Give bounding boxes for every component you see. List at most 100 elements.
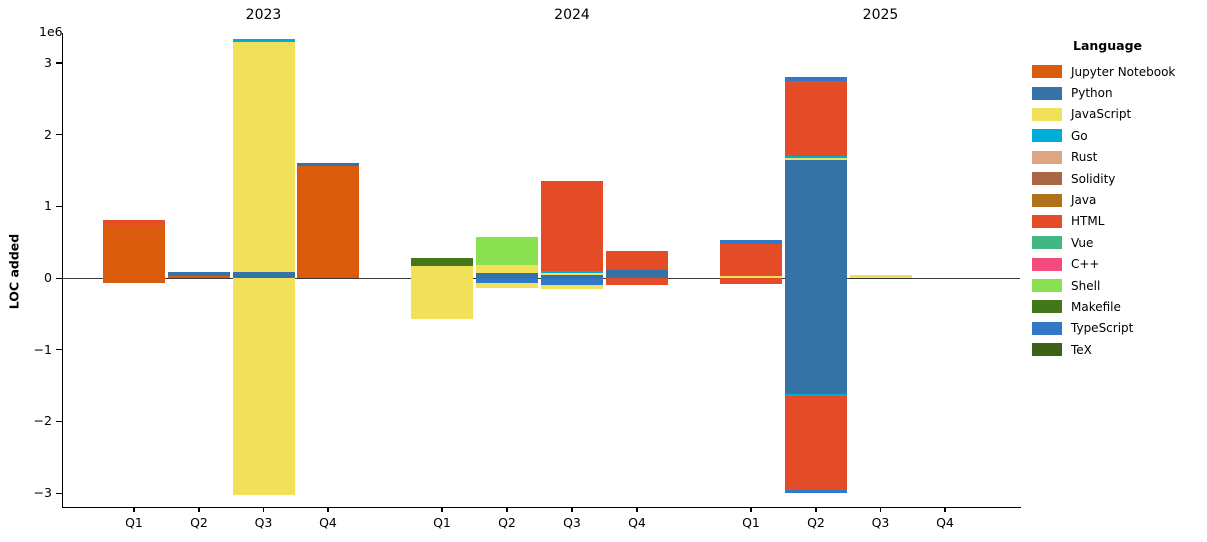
bar-segment-html [720, 244, 782, 276]
legend-item-label: Go [1071, 128, 1088, 143]
bar-segment-typescript [785, 76, 847, 81]
legend-item: Shell [1032, 275, 1207, 296]
bar-segment-python [297, 162, 359, 167]
bar-segment-html [541, 181, 603, 272]
legend-item-label: Rust [1071, 150, 1098, 165]
bar-segment-typescript [720, 239, 782, 245]
bar-segment-jupyter-notebook [103, 224, 165, 278]
legend-item: Go [1032, 125, 1207, 146]
legend-swatch-icon [1032, 214, 1062, 228]
legend-swatch-icon [1032, 300, 1062, 314]
legend-title: Language [1073, 38, 1143, 53]
legend-item: C++ [1032, 254, 1207, 275]
bar-segment-javascript [476, 265, 538, 273]
legend-item: Jupyter Notebook [1032, 61, 1207, 82]
legend-swatch-icon [1032, 107, 1062, 121]
bar-segment-html [103, 219, 165, 225]
legend-item-label: TeX [1071, 342, 1092, 357]
bar-segment-html [785, 80, 847, 157]
y-tick-label: 1 [44, 198, 52, 214]
legend-swatch-icon [1032, 343, 1062, 357]
legend-item-label: Python [1071, 86, 1113, 101]
y-tick-mark [56, 349, 62, 351]
legend: Language Jupyter Notebook Python JavaScrip… [1032, 38, 1207, 360]
y-tick-label: −3 [33, 485, 52, 501]
bar-segment-jupyter-notebook [297, 166, 359, 278]
y-tick-label: 2 [44, 126, 52, 142]
bar-segment-python [785, 160, 847, 278]
x-tick-label: Q1 [125, 515, 143, 530]
legend-item-label: Vue [1071, 235, 1094, 250]
x-tick-mark [750, 507, 752, 512]
bar-segment-python [541, 274, 603, 278]
x-tick-label: Q4 [319, 515, 337, 530]
legend-swatch-icon [1032, 86, 1062, 100]
bar-segment-shell [476, 237, 538, 266]
x-tick-label: Q3 [563, 515, 581, 530]
x-tick-label: Q4 [936, 515, 954, 530]
bar-segment-javascript [541, 285, 603, 289]
legend-swatch-icon [1032, 257, 1062, 271]
y-axis-spine [62, 33, 64, 507]
bar-segment-javascript [411, 278, 473, 319]
legend-item-label: Solidity [1071, 171, 1116, 186]
x-tick-mark [441, 507, 443, 512]
bar-segment-typescript [785, 489, 847, 494]
legend-swatch-icon [1032, 129, 1062, 143]
x-tick-mark [879, 507, 882, 512]
x-tick-label: Q1 [433, 515, 451, 530]
y-tick-mark [56, 205, 62, 207]
x-tick-label: Q2 [807, 515, 825, 530]
x-tick-mark [262, 507, 265, 512]
bar-segment-javascript [232, 278, 295, 496]
x-tick-mark [198, 507, 200, 512]
x-tick-label: Q2 [498, 515, 516, 530]
bar-segment-javascript [720, 275, 782, 278]
year-label: 2023 [245, 7, 282, 23]
legend-item-label: Jupyter Notebook [1071, 64, 1176, 79]
legend-item-label: TypeScript [1071, 321, 1134, 336]
legend-swatch-icon [1032, 193, 1062, 207]
y-axis-offset-text: 1e6 [39, 24, 63, 39]
x-tick-mark [506, 507, 508, 512]
bar-segment-typescript [476, 278, 538, 284]
bar-segment-javascript [476, 283, 538, 288]
bar-segment-typescript [541, 278, 603, 286]
legend-swatch-icon [1032, 279, 1062, 293]
y-tick-mark [56, 134, 62, 136]
legend-swatch-icon [1032, 236, 1062, 250]
y-tick-label: −1 [33, 341, 52, 357]
y-tick-mark [56, 62, 62, 64]
legend-item: Vue [1032, 232, 1207, 253]
x-tick-label: Q1 [742, 515, 760, 530]
bar-segment-go [541, 271, 603, 274]
legend-item: HTML [1032, 211, 1207, 232]
bar-segment-go [232, 39, 295, 43]
bar-segment-makefile [411, 257, 473, 267]
year-label: 2024 [554, 7, 590, 23]
bar-segment-go [785, 156, 847, 159]
legend-item: Rust [1032, 147, 1207, 168]
x-tick-mark [327, 507, 329, 512]
legend-item: Solidity [1032, 168, 1207, 189]
bar-segment-python [168, 271, 230, 276]
x-tick-mark [815, 507, 817, 512]
bar-segment-python [785, 278, 847, 395]
legend-swatch-icon [1032, 172, 1062, 186]
legend-item: JavaScript [1032, 104, 1207, 125]
y-tick-label: −2 [33, 413, 52, 429]
y-tick-label: 3 [44, 54, 52, 70]
bar-segment-html [606, 278, 668, 286]
x-tick-mark [133, 507, 135, 512]
legend-item-label: Java [1071, 193, 1097, 208]
bar-segment-html [785, 396, 847, 490]
y-tick-mark [56, 492, 62, 494]
y-tick-mark [56, 420, 62, 423]
bar-segment-python [606, 270, 668, 278]
legend-item-label: Makefile [1071, 299, 1121, 314]
year-label: 2025 [862, 7, 899, 23]
bar-segment-javascript [232, 42, 295, 272]
legend-swatch-icon [1032, 150, 1062, 164]
legend-item-label: JavaScript [1071, 107, 1132, 122]
